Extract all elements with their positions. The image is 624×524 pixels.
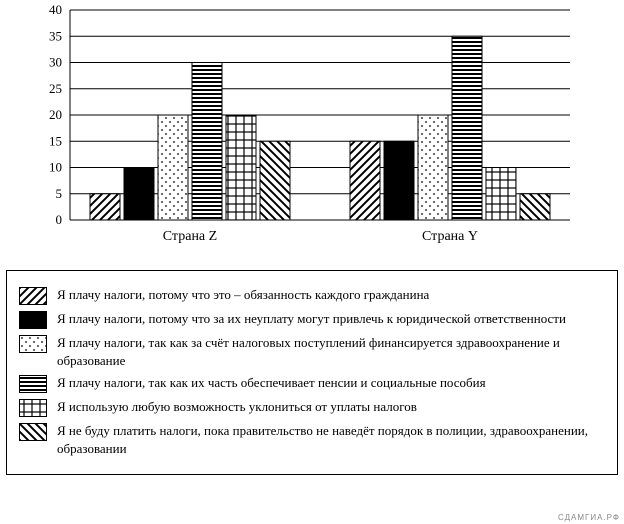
y-tick-label: 40 bbox=[49, 2, 62, 17]
legend-item: Я плачу налоги, так как за счёт налоговы… bbox=[19, 334, 605, 369]
legend-label: Я плачу налоги, так как их часть обеспеч… bbox=[57, 374, 605, 392]
x-category-label: Страна Z bbox=[163, 229, 217, 244]
y-tick-label: 15 bbox=[49, 133, 62, 148]
y-tick-label: 0 bbox=[56, 212, 63, 227]
bar-s3 bbox=[418, 115, 448, 220]
bar-s5 bbox=[486, 168, 516, 221]
legend-item: Я не буду платить налоги, пока правитель… bbox=[19, 422, 605, 457]
legend-swatch bbox=[19, 335, 47, 353]
bar-s2 bbox=[124, 168, 154, 221]
legend-swatch bbox=[19, 399, 47, 417]
bar-s6 bbox=[520, 194, 550, 220]
bar-s2 bbox=[384, 141, 414, 220]
legend-item: Я плачу налоги, потому что это – обязанн… bbox=[19, 286, 605, 305]
y-tick-label: 25 bbox=[49, 81, 62, 96]
bar-chart: 0 5 10 15 20 25 30 35 40 Страна Z Страна Y bbox=[0, 0, 624, 260]
watermark: СДАМГИА.РФ bbox=[558, 513, 620, 522]
legend-label: Я плачу налоги, потому что за их неуплат… bbox=[57, 310, 605, 328]
legend-swatch bbox=[19, 423, 47, 441]
legend-label: Я плачу налоги, потому что это – обязанн… bbox=[57, 286, 605, 304]
y-tick-label: 30 bbox=[49, 55, 62, 70]
legend-box: Я плачу налоги, потому что это – обязанн… bbox=[6, 270, 618, 475]
legend-swatch bbox=[19, 375, 47, 393]
legend-item: Я использую любую возможность уклониться… bbox=[19, 398, 605, 417]
bar-s1 bbox=[350, 141, 380, 220]
y-tick-label: 35 bbox=[49, 28, 62, 43]
legend-swatch bbox=[19, 287, 47, 305]
legend-label: Я использую любую возможность уклониться… bbox=[57, 398, 605, 416]
legend-label: Я плачу налоги, так как за счёт налоговы… bbox=[57, 334, 605, 369]
y-tick-label: 10 bbox=[49, 160, 62, 175]
bar-s5 bbox=[226, 115, 256, 220]
legend-item: Я плачу налоги, так как их часть обеспеч… bbox=[19, 374, 605, 393]
y-tick-label: 20 bbox=[49, 107, 62, 122]
x-category-label: Страна Y bbox=[422, 229, 478, 244]
bar-s3 bbox=[158, 115, 188, 220]
bar-s1 bbox=[90, 194, 120, 220]
legend-label: Я не буду платить налоги, пока правитель… bbox=[57, 422, 605, 457]
y-tick-label: 5 bbox=[56, 186, 63, 201]
legend-item: Я плачу налоги, потому что за их неуплат… bbox=[19, 310, 605, 329]
chart-area: 0 5 10 15 20 25 30 35 40 Страна Z Страна Y bbox=[0, 0, 624, 260]
bar-s4 bbox=[452, 36, 482, 220]
bar-s4 bbox=[192, 63, 222, 221]
legend-swatch bbox=[19, 311, 47, 329]
bar-s6 bbox=[260, 141, 290, 220]
